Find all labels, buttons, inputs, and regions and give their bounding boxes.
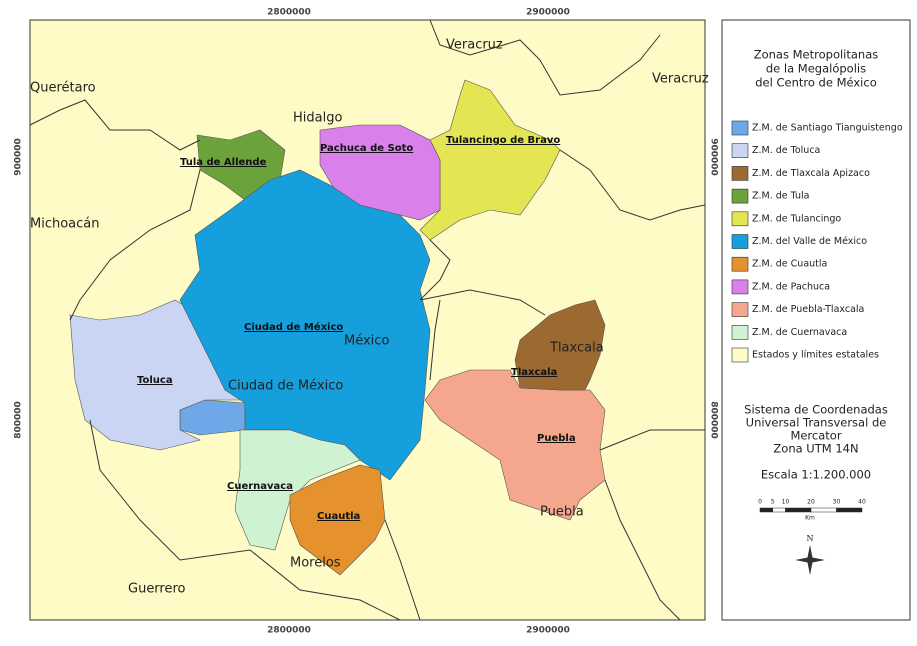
legend-label: Z.M. del Valle de México: [752, 236, 867, 247]
city-label: Ciudad de México: [244, 321, 343, 333]
city-label: Pachuca de Soto: [320, 143, 413, 154]
legend-label: Z.M. de Cuautla: [752, 259, 827, 270]
legend-swatch: [731, 120, 749, 136]
state-borders: [29, 19, 706, 621]
zones: [69, 79, 606, 576]
legend-label: Z.M. de Tula: [752, 191, 810, 202]
state-border: [419, 239, 451, 301]
y-tick-label: 900000: [14, 138, 24, 176]
legend-label: Z.M. de Toluca: [752, 145, 820, 156]
scale-segment: [759, 507, 773, 513]
state-border: [89, 419, 401, 621]
legend-label: Z.M. de Cuernavaca: [752, 327, 847, 338]
state-border: [384, 519, 421, 621]
scale-label: 20: [807, 499, 815, 506]
zone-area: [289, 464, 386, 576]
city-label: Tlaxcala: [511, 367, 557, 378]
north-label: N: [807, 534, 814, 543]
y-tick-label: 800000: [14, 401, 24, 439]
legend-label: Z.M. de Tulancingo: [752, 213, 841, 224]
legend-label: Z.M. de Santiago Tianguistengo: [752, 123, 903, 134]
city-label: Cuernavaca: [227, 481, 293, 492]
north-arrow: N: [795, 534, 825, 575]
legend-swatch: [731, 143, 749, 158]
scale-label: 30: [833, 499, 841, 506]
scale-label: 5: [771, 499, 775, 506]
legend-swatch: [731, 347, 749, 363]
x-tick-label: 2900000: [526, 8, 570, 18]
legend-title: de la Megalópolis: [766, 62, 866, 76]
x-tick-label: 2800000: [267, 8, 311, 18]
legend-title: Zonas Metropolitanas: [754, 48, 879, 62]
state-label: Morelos: [290, 556, 341, 571]
city-label: Tulancingo de Bravo: [446, 135, 560, 146]
state-label: Guerrero: [128, 582, 186, 597]
state-label: Tlaxcala: [549, 341, 604, 356]
city-label: Toluca: [137, 375, 173, 386]
state-label: Puebla: [540, 505, 584, 520]
legend-label: Z.M. de Tlaxcala Apizaco: [752, 168, 870, 179]
projection-text: Zona UTM 14N: [773, 442, 858, 456]
legend-panel: [721, 19, 911, 621]
city-label: Puebla: [537, 433, 576, 444]
state-label: Ciudad de México: [228, 379, 343, 394]
scale-unit: Km: [805, 515, 815, 522]
legend-swatch: [731, 166, 749, 181]
scale-bar: 0 5 10 20 30 40: [758, 499, 866, 513]
projection-text: Mercator: [790, 429, 841, 443]
state-border: [559, 149, 706, 221]
legend-label: Z.M. de Pachuca: [752, 281, 830, 292]
state-label: Michoacán: [30, 217, 100, 232]
legend-swatch: [731, 324, 749, 340]
legend-items: Z.M. de Santiago Tianguistengo Z.M. de To…: [731, 120, 903, 363]
zone-area: [424, 369, 606, 521]
state-label: Veracruz: [446, 38, 503, 53]
state-border: [29, 99, 201, 151]
projection-text: Sistema de Coordenadas: [744, 403, 888, 417]
y-tick-label: 800000: [709, 401, 719, 439]
state-border: [429, 19, 661, 96]
scale-segment: [836, 507, 863, 513]
scale-label: 40: [858, 499, 866, 506]
legend-swatch: [731, 302, 749, 317]
legend-title: del Centro de México: [755, 76, 876, 90]
x-tick-label: 2900000: [526, 626, 570, 636]
compass-needle: [795, 557, 825, 563]
state-border: [604, 479, 681, 621]
legend-label: Z.M. de Puebla-Tlaxcala: [752, 304, 864, 315]
legend-swatch: [731, 279, 749, 295]
scale-label: 10: [782, 499, 790, 506]
zone-area: [514, 299, 606, 391]
state-label: Querétaro: [30, 81, 96, 96]
x-tick-label: 2800000: [267, 626, 311, 636]
state-border: [69, 169, 201, 321]
scale-segment: [785, 507, 812, 513]
legend-swatch: [731, 188, 749, 204]
state-label: Hidalgo: [293, 111, 342, 126]
state-border: [429, 299, 441, 381]
projection-text: Universal Transversal de: [746, 416, 887, 430]
state-label: México: [344, 334, 389, 349]
scale-label: 0: [758, 499, 762, 506]
y-tick-label: 900000: [709, 138, 719, 176]
state-label: Veracruz: [652, 72, 709, 87]
scale-text: Escala 1:1.200.000: [761, 468, 871, 482]
legend-swatch: [731, 234, 749, 249]
legend-label: Estados y límites estatales: [752, 350, 879, 361]
scale-segment: [810, 507, 837, 513]
zone-area: [319, 124, 441, 221]
zone-area: [179, 169, 431, 481]
state-border: [599, 429, 705, 451]
city-label: Cuautla: [317, 511, 360, 522]
state-border: [419, 289, 546, 316]
legend-swatch: [731, 211, 749, 227]
scale-segment: [772, 507, 786, 513]
legend-swatch: [731, 256, 749, 272]
city-label: Tula de Allende: [180, 157, 267, 168]
